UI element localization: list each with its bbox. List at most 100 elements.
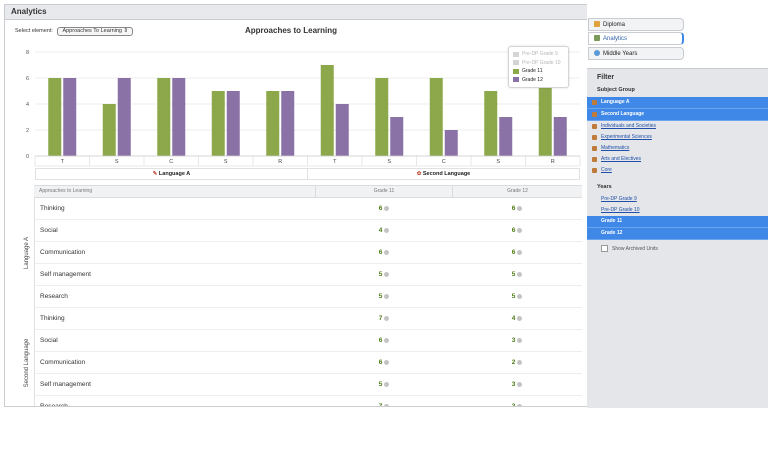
table-row[interactable]: Social 4 6 bbox=[35, 220, 582, 242]
grade-12-cell: 4 bbox=[452, 308, 582, 329]
select-element-dropdown[interactable]: Approaches To Learning ⇕ bbox=[57, 27, 134, 36]
subject-icon bbox=[592, 168, 597, 173]
grade-11-value: 7 bbox=[378, 403, 383, 407]
show-archived-row[interactable]: Show Archived Units bbox=[601, 245, 768, 252]
filter-item-label: Second Language bbox=[601, 111, 645, 117]
info-dot-icon[interactable] bbox=[517, 403, 523, 406]
grade-11-cell: 7 bbox=[316, 308, 452, 329]
row-label: Self management bbox=[40, 381, 91, 388]
tab-diploma[interactable]: Diploma bbox=[588, 18, 684, 31]
subject-icon bbox=[592, 112, 597, 117]
x-tick-label: R bbox=[278, 159, 282, 165]
info-dot-icon[interactable] bbox=[384, 227, 390, 233]
grade-11-cell: 4 bbox=[316, 220, 452, 241]
panel-title: Analytics bbox=[5, 4, 588, 20]
grade-11-cell: 6 bbox=[316, 330, 452, 351]
info-dot-icon[interactable] bbox=[384, 293, 390, 299]
bar-grade-12 bbox=[281, 91, 295, 156]
info-dot-icon[interactable] bbox=[517, 359, 523, 365]
grade-12-cell: 6 bbox=[452, 220, 582, 241]
info-dot-icon[interactable] bbox=[517, 249, 523, 255]
info-dot-icon[interactable] bbox=[384, 315, 390, 321]
filter-item[interactable]: Experimental Sciences bbox=[587, 132, 768, 143]
filter-item-label: Individuals and Societies bbox=[601, 123, 657, 129]
info-dot-icon[interactable] bbox=[517, 381, 523, 387]
info-dot-icon[interactable] bbox=[384, 381, 390, 387]
filter-item[interactable]: Pre-DP Grade 10 bbox=[587, 205, 768, 216]
y-tick-label: 4 bbox=[26, 102, 29, 108]
tab-analytics[interactable]: Analytics bbox=[588, 32, 684, 45]
legend-label: Grade 11 bbox=[522, 68, 543, 75]
show-archived-checkbox[interactable] bbox=[601, 245, 608, 252]
table-group-label-cell: Second Language bbox=[19, 308, 35, 406]
chart-title: Approaches to Learning bbox=[245, 26, 338, 35]
bar-grade-11 bbox=[429, 78, 443, 156]
row-label: Self management bbox=[40, 271, 91, 278]
filter-item[interactable]: Core bbox=[587, 165, 768, 176]
filter-item[interactable]: Arts and Electives bbox=[587, 154, 768, 165]
bar-grade-12 bbox=[444, 130, 458, 156]
tab-middle-years[interactable]: Middle Years bbox=[588, 47, 684, 60]
filter-item[interactable]: Grade 12 bbox=[587, 228, 768, 240]
subject-icon bbox=[592, 157, 597, 162]
y-tick-label: 0 bbox=[26, 154, 29, 160]
table-row[interactable]: Research 7 3 bbox=[35, 396, 582, 407]
info-dot-icon[interactable] bbox=[384, 205, 390, 211]
bar-grade-11 bbox=[320, 65, 334, 156]
table-row[interactable]: Communication 6 6 bbox=[35, 242, 582, 264]
table-row[interactable]: Self management 5 3 bbox=[35, 374, 582, 396]
tab-label: Diploma bbox=[603, 22, 626, 28]
info-dot-icon[interactable] bbox=[517, 227, 523, 233]
grade-12-cell: 6 bbox=[452, 242, 582, 263]
tab-label: Analytics bbox=[603, 36, 628, 42]
legend-item-pre-dp-grade-9[interactable]: Pre-DP Grade 9 bbox=[513, 50, 564, 59]
header-grade-11: Grade 11 bbox=[316, 186, 453, 197]
atl-table: Approaches to Learning Grade 11 Grade 12… bbox=[19, 185, 582, 407]
filter-item[interactable]: Individuals and Societies bbox=[587, 121, 768, 132]
table-row[interactable]: Self management 5 5 bbox=[35, 264, 582, 286]
info-dot-icon[interactable] bbox=[517, 293, 523, 299]
table-row[interactable]: Thinking 6 6 bbox=[35, 198, 582, 220]
legend-item-grade-12[interactable]: Grade 12 bbox=[513, 76, 564, 85]
info-dot-icon[interactable] bbox=[384, 403, 390, 406]
legend-swatch bbox=[513, 68, 519, 74]
row-label: Thinking bbox=[40, 315, 65, 322]
info-dot-icon[interactable] bbox=[384, 249, 390, 255]
filter-item[interactable]: Language A bbox=[587, 97, 768, 109]
grade-12-value: 5 bbox=[511, 293, 516, 300]
grade-11-cell: 5 bbox=[316, 374, 452, 395]
info-dot-icon[interactable] bbox=[384, 337, 390, 343]
table-group-label: Second Language bbox=[23, 338, 30, 388]
grade-12-cell: 3 bbox=[452, 374, 582, 395]
legend-item-pre-dp-grade-10[interactable]: Pre-DP Grade 10 bbox=[513, 59, 564, 68]
info-dot-icon[interactable] bbox=[517, 315, 523, 321]
show-archived-label: Show Archived Units bbox=[612, 245, 658, 252]
bar-grade-11 bbox=[375, 78, 389, 156]
grade-11-cell: 5 bbox=[316, 286, 452, 307]
filter-item[interactable]: Second Language bbox=[587, 109, 768, 121]
chart-group-language-a: ✎ Language A bbox=[35, 169, 308, 179]
table-row[interactable]: Thinking 7 4 bbox=[35, 308, 582, 330]
x-tick-label: S bbox=[387, 159, 391, 165]
bar-grade-11 bbox=[211, 91, 225, 156]
header-atl: Approaches to Learning bbox=[34, 186, 316, 197]
legend-item-grade-11[interactable]: Grade 11 bbox=[513, 67, 564, 76]
info-dot-icon[interactable] bbox=[384, 359, 390, 365]
bar-chart: 0 2 4 6 8 T S C S R T S C S R bbox=[26, 50, 581, 167]
bar-grade-12 bbox=[335, 104, 349, 156]
info-dot-icon[interactable] bbox=[517, 271, 523, 277]
info-dot-icon[interactable] bbox=[384, 271, 390, 277]
filter-item[interactable]: Grade 11 bbox=[587, 216, 768, 228]
table-row[interactable]: Research 5 5 bbox=[35, 286, 582, 308]
grade-11-value: 6 bbox=[378, 359, 383, 366]
years-title: Years bbox=[597, 184, 612, 190]
filter-item[interactable]: Mathematics bbox=[587, 143, 768, 154]
bar-grade-11 bbox=[538, 78, 552, 156]
table-row[interactable]: Social 6 3 bbox=[35, 330, 582, 352]
sidebar: Diploma Analytics Middle Years Filter Su… bbox=[587, 0, 768, 461]
table-row[interactable]: Communication 6 2 bbox=[35, 352, 582, 374]
bar-grade-12 bbox=[117, 78, 131, 156]
filter-item[interactable]: Pre-DP Grade 9 bbox=[587, 194, 768, 205]
info-dot-icon[interactable] bbox=[517, 205, 523, 211]
info-dot-icon[interactable] bbox=[517, 337, 523, 343]
